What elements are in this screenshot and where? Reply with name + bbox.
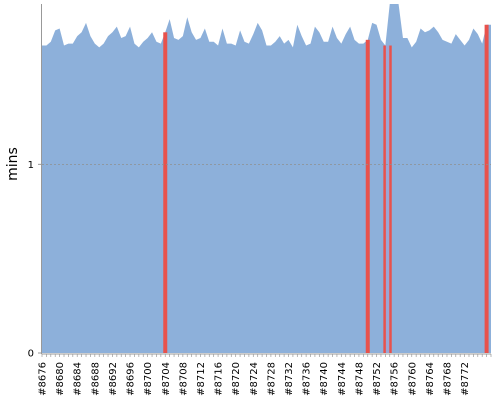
highlight-marker-0 [163,32,168,354]
highlight-markers [163,24,489,354]
x-tick-label: #8708 [178,362,189,396]
x-tick-label: #8720 [231,362,242,396]
y-tick-label: 0 [28,349,34,360]
highlight-marker-3 [484,24,489,353]
x-tick-label: #8744 [337,362,348,396]
x-tick-label: #8740 [319,362,330,396]
plot-area [42,4,491,353]
x-tick-label: #8704 [161,362,172,396]
y-tick-label: 1 [28,160,34,171]
x-tick-label: #8772 [460,362,471,396]
x-tick-label: #8760 [407,362,418,396]
x-tick-label: #8748 [354,362,365,396]
y-axis-label: mins [5,147,21,181]
x-tick-label: #8724 [249,362,260,396]
x-tick-label: #8764 [425,362,436,396]
x-tick-label: #8716 [214,362,225,396]
x-tick-label: #8700 [143,362,154,396]
x-tick-label: #8692 [108,362,119,396]
area-series [42,4,491,353]
x-tick-label: #8684 [73,362,84,396]
x-tick-label: #8676 [38,362,49,396]
highlight-marker-1 [365,39,370,354]
x-tick-label: #8756 [390,362,401,396]
tick-labels: 0 1 #8676 #8680 #8684 #8688 #8692 #8696 #8700 #87… [28,160,492,396]
x-tick-label: #8736 [302,362,313,396]
x-tick-label: #8752 [372,362,383,396]
x-tick-label: #8688 [90,362,101,396]
x-tick-label: #8712 [196,362,207,396]
x-tick-label: #8696 [126,362,137,396]
highlight-marker-core-2 [385,45,390,353]
x-tick-label: #8728 [266,362,277,396]
x-tick-label: #8732 [284,362,295,396]
x-tick-label: #8680 [55,362,66,396]
x-tick-label: #8768 [442,362,453,396]
